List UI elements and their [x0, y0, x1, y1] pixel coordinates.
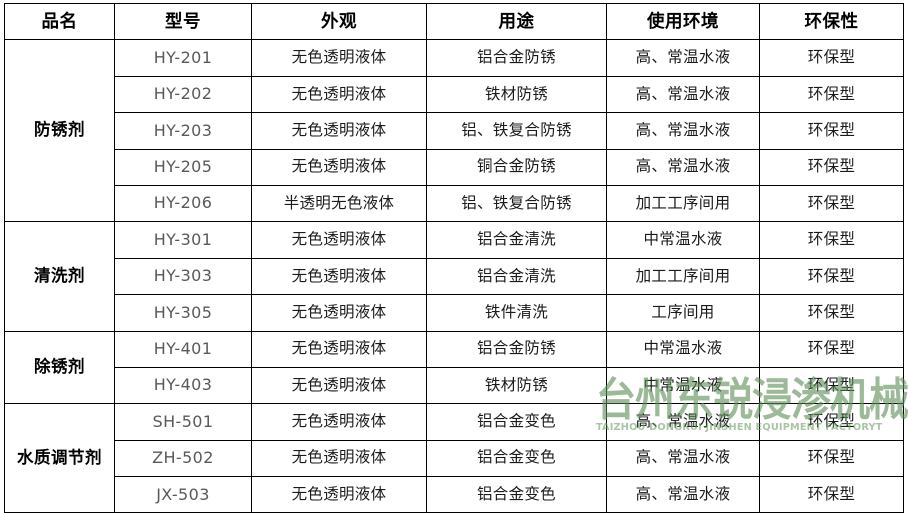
cell-env: 加工工序间用 — [606, 257, 760, 296]
cell-eco: 环保型 — [759, 476, 904, 513]
product-group-cell: 除锈剂 — [4, 330, 115, 405]
cell-use: 铝合金变色 — [426, 439, 607, 478]
cell-use: 铝合金清洗 — [426, 221, 607, 259]
cell-env: 高、常温水液 — [606, 112, 760, 150]
cell-eco: 环保型 — [759, 75, 904, 114]
cell-model: HY-203 — [114, 112, 252, 150]
cell-model: HY-303 — [114, 257, 252, 296]
cell-appear: 无色透明液体 — [251, 366, 427, 405]
cell-eco: 环保型 — [759, 39, 904, 77]
cell-model: HY-301 — [114, 221, 252, 259]
cell-model: SH-501 — [114, 403, 252, 441]
product-group-cell: 防锈剂 — [4, 39, 115, 223]
table-row: JX-503 无色透明液体 铝合金变色 高、常温水液 环保型 — [5, 476, 904, 513]
table-header: 品名 型号 外观 用途 使用环境 环保性 — [4, 2, 904, 41]
cell-env: 高、常温水液 — [606, 148, 760, 186]
cell-use: 铝、铁复合防锈 — [426, 112, 607, 150]
cell-model: HY-205 — [114, 148, 252, 186]
cell-appear: 无色透明液体 — [251, 112, 427, 150]
column-header-env: 使用环境 — [606, 2, 760, 41]
cell-use: 铝、铁复合防锈 — [426, 184, 607, 223]
cell-env: 高、常温水液 — [606, 75, 760, 114]
cell-env: 中常温水液 — [606, 330, 760, 368]
cell-eco: 环保型 — [759, 112, 904, 150]
cell-appear: 无色透明液体 — [251, 476, 427, 513]
product-group-cell: 水质调节剂 — [4, 403, 115, 513]
cell-model: HY-201 — [114, 39, 252, 77]
cell-appear: 无色透明液体 — [251, 330, 427, 368]
table-row: HY-203 无色透明液体 铝、铁复合防锈 高、常温水液 环保型 — [5, 112, 904, 150]
cell-use: 铝合金防锈 — [426, 39, 607, 77]
cell-eco: 环保型 — [759, 366, 904, 405]
cell-appear: 无色透明液体 — [251, 294, 427, 332]
cell-eco: 环保型 — [759, 330, 904, 368]
table-row: HY-303 无色透明液体 铝合金清洗 加工工序间用 环保型 — [5, 257, 904, 296]
column-header-use: 用途 — [426, 2, 607, 41]
table-row: HY-403 无色透明液体 铁材防锈 中常温水液 环保型 — [5, 366, 904, 405]
column-header-appear: 外观 — [251, 2, 427, 41]
cell-model: ZH-502 — [114, 439, 252, 478]
cell-use: 铁材防锈 — [426, 366, 607, 405]
spec-table-container: 品名 型号 外观 用途 使用环境 环保性 防锈剂 HY-201 无色透明液体 铝合金防… — [4, 2, 908, 513]
cell-appear: 无色透明液体 — [251, 439, 427, 478]
table-body: 防锈剂 HY-201 无色透明液体 铝合金防锈 高、常温水液 环保型 HY-202 无色透明液… — [4, 39, 904, 513]
cell-model: HY-401 — [114, 330, 252, 368]
cell-env: 高、常温水液 — [606, 476, 760, 513]
cell-model: HY-202 — [114, 75, 252, 114]
cell-appear: 半透明无色液体 — [251, 184, 427, 223]
table-row: HY-202 无色透明液体 铁材防锈 高、常温水液 环保型 — [5, 75, 904, 114]
cell-eco: 环保型 — [759, 221, 904, 259]
table-row: 防锈剂 HY-201 无色透明液体 铝合金防锈 高、常温水液 环保型 — [4, 39, 904, 223]
cell-env: 高、常温水液 — [606, 39, 760, 77]
header-row: 品名 型号 外观 用途 使用环境 环保性 — [4, 2, 904, 41]
cell-model: HY-305 — [114, 294, 252, 332]
cell-eco: 环保型 — [759, 439, 904, 478]
cell-eco: 环保型 — [759, 184, 904, 223]
cell-env: 中常温水液 — [606, 221, 760, 259]
cell-model: HY-403 — [114, 366, 252, 405]
cell-model: HY-206 — [114, 184, 252, 223]
table-row: 清洗剂 HY-301 无色透明液体 铝合金清洗 中常温水液 环保型 — [4, 221, 904, 332]
cell-appear: 无色透明液体 — [251, 39, 427, 77]
cell-use: 铝合金变色 — [426, 476, 607, 513]
column-header-model: 型号 — [114, 2, 252, 41]
cell-env: 工序间用 — [606, 294, 760, 332]
product-specification-table: 品名 型号 外观 用途 使用环境 环保性 防锈剂 HY-201 无色透明液体 铝合金防… — [4, 2, 904, 513]
cell-eco: 环保型 — [759, 294, 904, 332]
cell-env: 高、常温水液 — [606, 403, 760, 441]
column-header-name: 品名 — [4, 2, 115, 41]
table-row: HY-205 无色透明液体 铜合金防锈 高、常温水液 环保型 — [5, 148, 904, 186]
product-group-cell: 清洗剂 — [4, 221, 115, 332]
cell-model: JX-503 — [114, 476, 252, 513]
table-row: HY-206 半透明无色液体 铝、铁复合防锈 加工工序间用 环保型 — [5, 184, 904, 223]
cell-appear: 无色透明液体 — [251, 148, 427, 186]
table-row: HY-305 无色透明液体 铁件清洗 工序间用 环保型 — [5, 294, 904, 332]
cell-env: 高、常温水液 — [606, 439, 760, 478]
table-row: 水质调节剂 SH-501 无色透明液体 铝合金变色 高、常温水液 环保型 — [4, 403, 904, 513]
cell-use: 铁材防锈 — [426, 75, 607, 114]
cell-use: 铝合金变色 — [426, 403, 607, 441]
cell-env: 中常温水液 — [606, 366, 760, 405]
cell-use: 铝合金清洗 — [426, 257, 607, 296]
cell-use: 铝合金防锈 — [426, 330, 607, 368]
table-row: 除锈剂 HY-401 无色透明液体 铝合金防锈 中常温水液 环保型 — [4, 330, 904, 405]
column-header-eco: 环保性 — [759, 2, 904, 41]
cell-appear: 无色透明液体 — [251, 75, 427, 114]
cell-eco: 环保型 — [759, 148, 904, 186]
cell-eco: 环保型 — [759, 403, 904, 441]
cell-env: 加工工序间用 — [606, 184, 760, 223]
cell-eco: 环保型 — [759, 257, 904, 296]
cell-use: 铁件清洗 — [426, 294, 607, 332]
cell-appear: 无色透明液体 — [251, 403, 427, 441]
cell-appear: 无色透明液体 — [251, 257, 427, 296]
table-row: ZH-502 无色透明液体 铝合金变色 高、常温水液 环保型 — [5, 439, 904, 478]
cell-appear: 无色透明液体 — [251, 221, 427, 259]
cell-use: 铜合金防锈 — [426, 148, 607, 186]
